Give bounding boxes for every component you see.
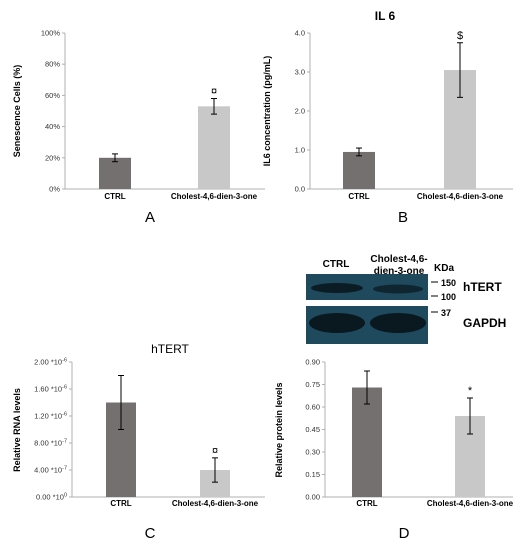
y-tick-label: 1.20 *10-6: [34, 412, 67, 421]
y-axis-label: Senescence Cells (%): [12, 65, 22, 158]
y-tick-label: 20%: [45, 153, 60, 162]
y-tick-label: 3.0: [295, 68, 305, 77]
significance-marker: $: [457, 30, 463, 42]
blot-kda-label: KDa: [434, 263, 454, 274]
blot-protein-gapdh: GAPDH: [463, 316, 506, 330]
blot-band-htert-ctrl: [311, 283, 363, 293]
blot-lane-treated-label-line1: Cholest-4,6-: [370, 254, 427, 265]
y-tick-label: 0.45: [305, 425, 320, 434]
chart-panel-a: 0% 20% 40% 60% 80% 100% CTRL ¤ Cholest-4,6-dien-…: [12, 29, 265, 226]
y-tick-label: 4.0: [295, 29, 305, 38]
panel-label: D: [399, 525, 410, 542]
y-tick-label: 40%: [45, 122, 60, 131]
y-tick-label: 0.90: [305, 358, 320, 367]
chart-panel-d: 0.00 0.15 0.30 0.45 0.60 0.75 0.90 CTRL * Cholest…: [274, 358, 514, 543]
y-tick-label: 1.60 *10-6: [34, 385, 67, 394]
y-tick-label: 60%: [45, 91, 60, 100]
y-axis-label: IL6 concentration (pg/mL): [262, 56, 272, 167]
blot-band-gapdh-ctrl: [309, 313, 365, 333]
chart-title: hTERT: [151, 342, 189, 356]
y-tick-label: 0%: [49, 185, 60, 194]
x-category-label: CTRL: [348, 192, 369, 201]
x-category-label: Cholest-4,6-dien-3-one: [427, 499, 514, 508]
chart-title: IL 6: [375, 9, 396, 23]
bar-ctrl: [343, 151, 375, 189]
bar-cholest-4-6-dien-3-one: [198, 106, 230, 189]
x-category-label: CTRL: [104, 192, 125, 201]
y-axis-label: Relative RNA levels: [12, 388, 22, 472]
y-tick-label: 0.60: [305, 403, 320, 412]
significance-marker: ¤: [211, 86, 217, 98]
panel-label: B: [398, 209, 408, 226]
x-category-label: Cholest-4,6-dien-3-one: [172, 499, 259, 508]
chart-panel-b: 0.0 1.0 2.0 3.0 4.0 CTRL $ Cholest-4,6-dien-3-o…: [262, 9, 513, 226]
blot-lane-treated-label-line2: dien-3-one: [374, 266, 425, 277]
x-category-label: Cholest-4,6-dien-3-one: [417, 192, 504, 201]
y-tick-label: 4.00 *10-7: [34, 466, 67, 475]
y-tick-label: 1.0: [295, 146, 305, 155]
blot-band-htert-treated: [373, 284, 423, 294]
panel-label: A: [145, 209, 155, 226]
x-category-label: CTRL: [356, 499, 377, 508]
x-category-label: Cholest-4,6-dien-3-one: [171, 192, 258, 201]
y-tick-label: 100%: [41, 29, 61, 38]
y-tick-label: 8.00 *10-7: [34, 439, 67, 448]
chart-panel-c: 0.00 *100 4.00 *10-7 8.00 *10-7 1.20 *10-6 1…: [12, 342, 265, 542]
x-category-label: CTRL: [110, 499, 131, 508]
marker-150-label: 150: [441, 278, 456, 288]
y-tick-label: 80%: [45, 60, 60, 69]
blot-band-gapdh-treated: [370, 313, 426, 333]
significance-marker: ¤: [212, 445, 218, 457]
western-blot: CTRL Cholest-4,6- dien-3-one KDa 150 100…: [306, 254, 506, 344]
y-tick-label: 2.0: [295, 107, 305, 116]
y-axis-label: Relative protein levels: [274, 382, 284, 477]
y-tick-label: 0.15: [305, 470, 320, 479]
marker-37-label: 37: [441, 308, 451, 318]
bar-ctrl: [352, 387, 382, 497]
significance-marker: *: [468, 385, 473, 397]
blot-protein-htert: hTERT: [463, 280, 502, 294]
y-tick-label: 0.0: [295, 185, 305, 194]
y-tick-label: 0.30: [305, 448, 320, 457]
marker-100-label: 100: [441, 292, 456, 302]
y-tick-label: 2.00 *10-6: [34, 358, 67, 367]
y-tick-label: 0.00 *100: [36, 493, 67, 502]
y-tick-label: 0.00: [305, 493, 320, 502]
y-tick-label: 0.75: [305, 380, 320, 389]
blot-lane-ctrl-label: CTRL: [323, 259, 350, 270]
bar-ctrl: [99, 157, 131, 189]
panel-label: C: [145, 525, 156, 542]
